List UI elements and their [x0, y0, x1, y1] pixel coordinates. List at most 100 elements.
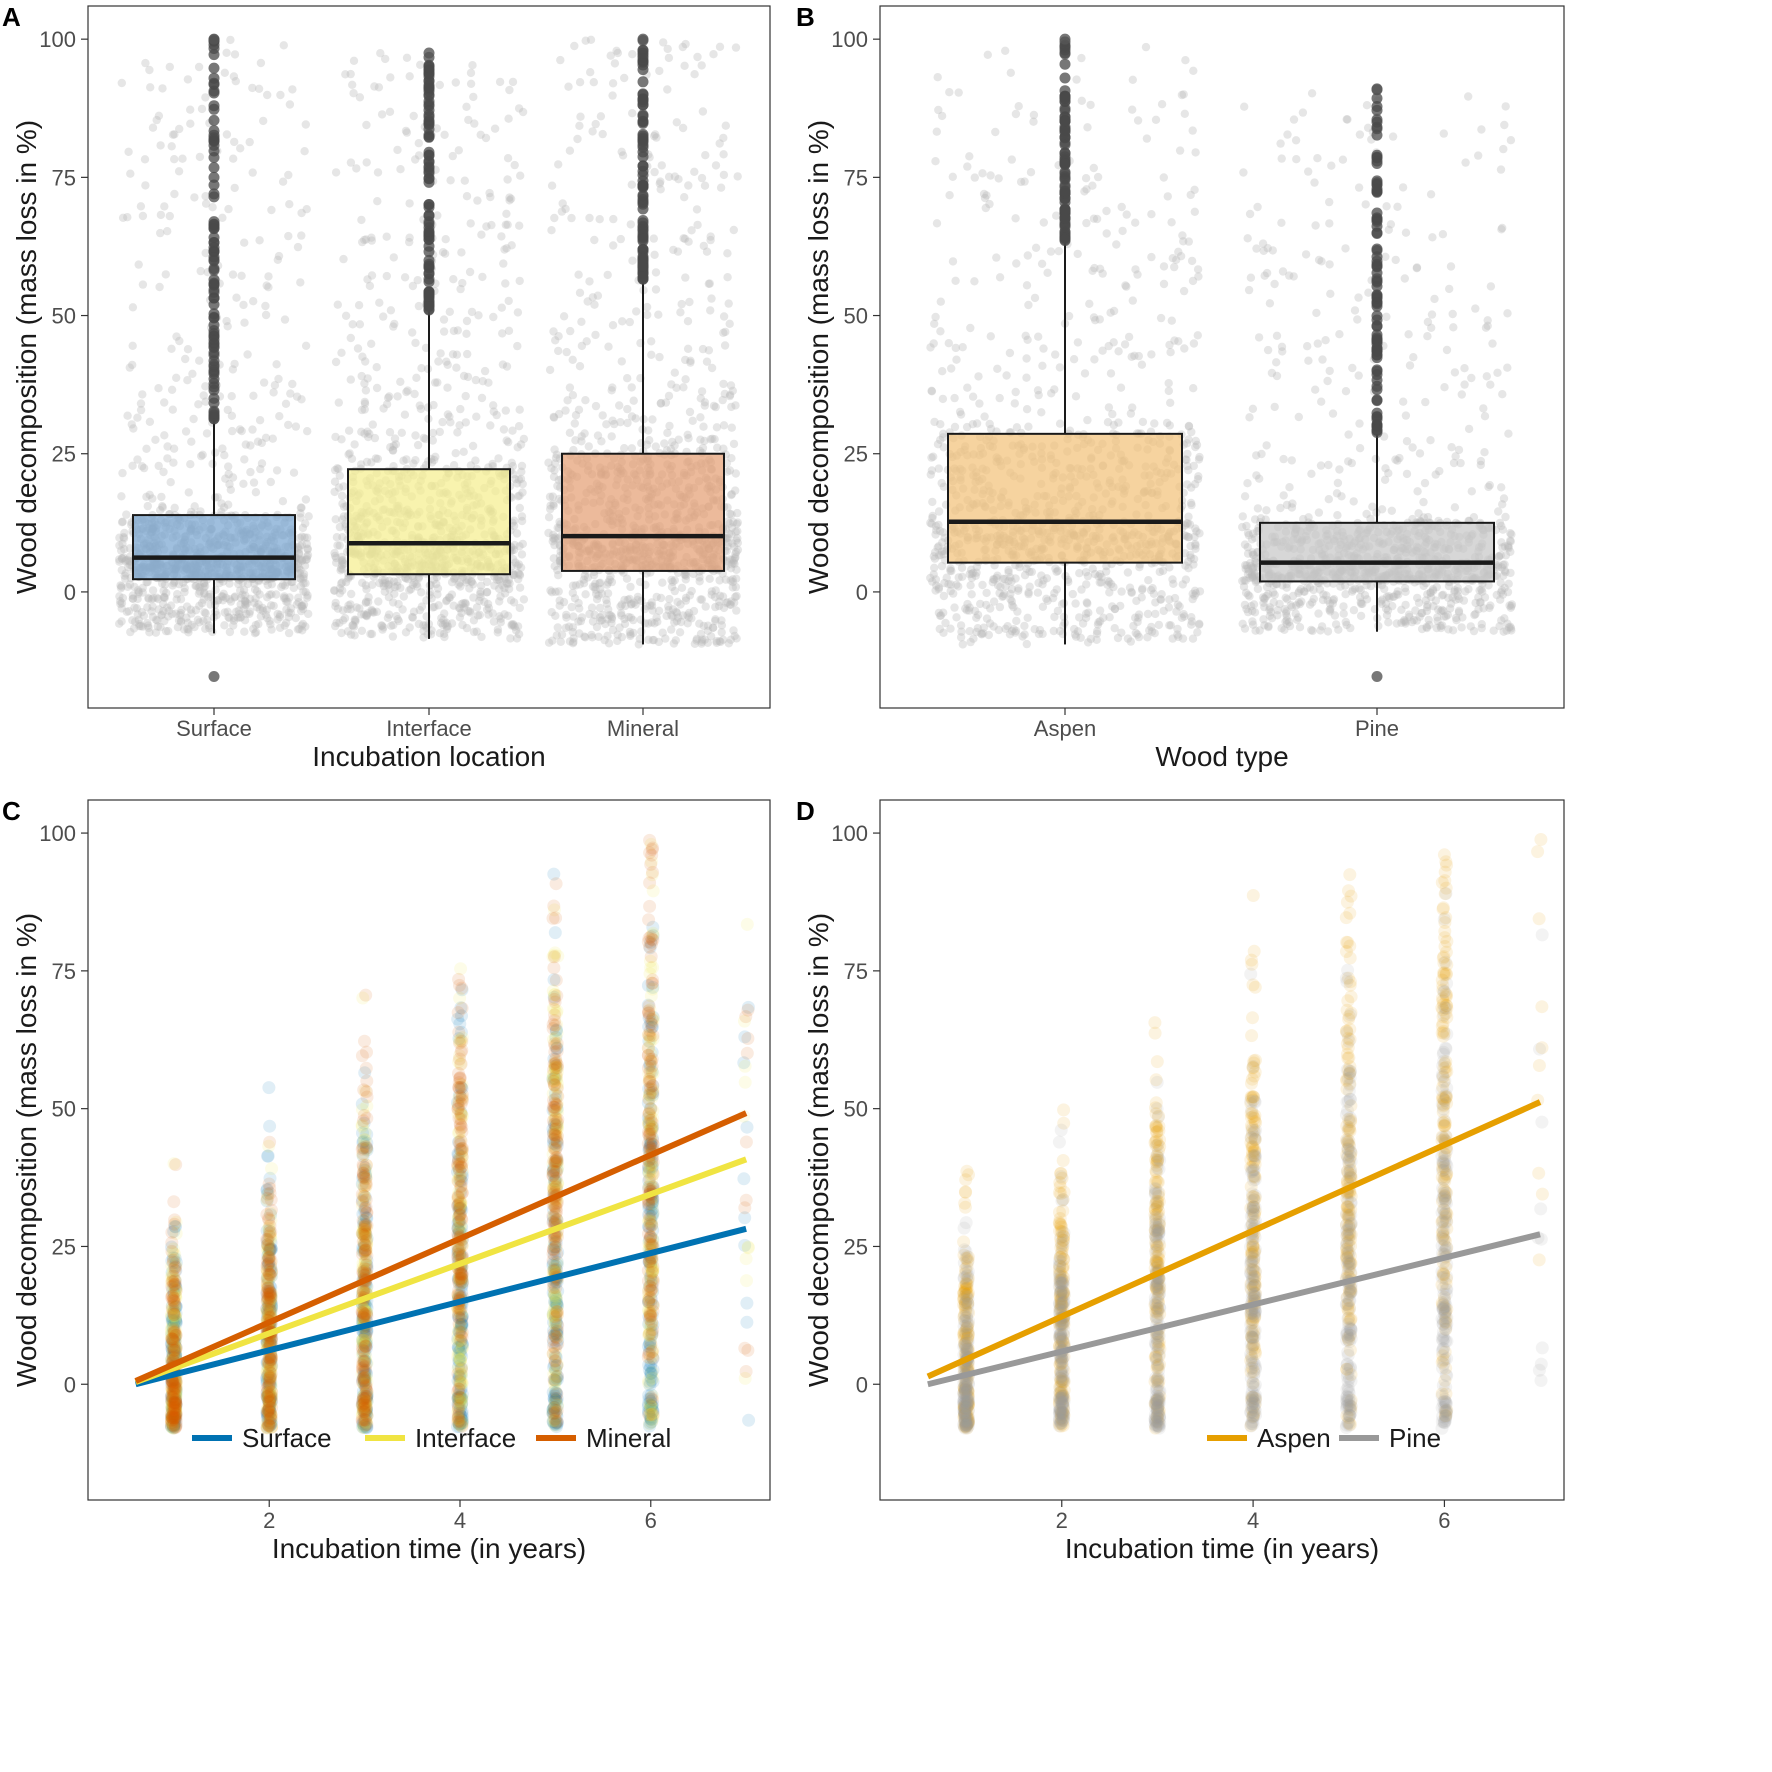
jitter-point: [169, 578, 178, 588]
jitter-point: [337, 628, 346, 638]
jitter-point: [117, 518, 127, 527]
jitter-point: [115, 555, 124, 564]
outlier-point: [423, 240, 435, 252]
jitter-point: [294, 563, 304, 572]
jitter-point: [1004, 565, 1013, 575]
y-tick-label: 100: [831, 27, 868, 52]
jitter-point: [598, 411, 607, 420]
jitter-point: [946, 586, 955, 596]
jitter-point: [362, 120, 371, 130]
jitter-point: [367, 629, 377, 639]
jitter-point: [357, 626, 367, 635]
jitter-point: [1055, 419, 1065, 428]
jitter-point: [138, 390, 147, 399]
jitter-point: [472, 412, 481, 421]
jitter-point: [118, 213, 128, 222]
jitter-point: [732, 634, 741, 643]
jitter-point: [248, 168, 257, 177]
y-tick-label: 25: [52, 442, 76, 467]
jitter-point: [726, 381, 736, 390]
jitter-point: [256, 464, 265, 474]
jitter-point: [267, 625, 276, 634]
jitter-point: [338, 533, 347, 542]
jitter-point: [931, 312, 940, 322]
jitter-point: [180, 584, 189, 593]
jitter-point: [300, 147, 309, 156]
jitter-point: [241, 440, 250, 449]
jitter-point: [958, 572, 967, 581]
jitter-point: [549, 413, 559, 422]
jitter-point: [416, 404, 426, 414]
jitter-point: [683, 344, 693, 353]
jitter-point: [724, 538, 733, 547]
jitter-point: [986, 424, 996, 434]
jitter-point: [1183, 532, 1193, 542]
jitter-point: [1123, 634, 1133, 643]
jitter-point: [699, 621, 708, 631]
jitter-point: [1164, 379, 1173, 388]
jitter-point: [137, 462, 147, 471]
jitter-point: [565, 428, 575, 437]
jitter-point: [724, 299, 733, 308]
jitter-point: [224, 204, 233, 214]
outlier-point: [208, 347, 220, 359]
jitter-point: [286, 389, 295, 398]
outlier-point: [423, 300, 435, 312]
jitter-point: [393, 615, 402, 624]
jitter-point: [417, 588, 426, 597]
jitter-point: [716, 637, 725, 647]
jitter-point: [1071, 392, 1081, 401]
jitter-point: [1170, 262, 1179, 272]
jitter-point: [380, 587, 389, 596]
jitter-point: [547, 181, 557, 190]
jitter-point: [171, 609, 181, 618]
jitter-point: [698, 344, 708, 354]
jitter-point: [1128, 403, 1137, 412]
jitter-point: [223, 322, 232, 331]
jitter-point: [281, 594, 290, 603]
jitter-point: [570, 41, 579, 51]
jitter-point: [288, 85, 297, 94]
jitter-point: [1190, 479, 1200, 489]
jitter-point: [515, 542, 524, 551]
jitter-point: [978, 580, 987, 590]
jitter-point: [1081, 568, 1091, 577]
jitter-point: [929, 452, 938, 461]
jitter-point: [510, 622, 519, 631]
jitter-point: [195, 587, 205, 596]
jitter-point: [297, 208, 306, 218]
jitter-point: [120, 545, 129, 554]
jitter-point: [679, 383, 688, 392]
jitter-point: [1022, 354, 1031, 363]
jitter-point: [156, 506, 165, 515]
jitter-point: [1053, 566, 1063, 575]
outlier-point: [637, 130, 649, 142]
jitter-point: [939, 628, 948, 637]
jitter-point: [939, 482, 948, 491]
jitter-point: [608, 79, 618, 88]
jitter-point: [249, 391, 258, 400]
jitter-point: [642, 302, 652, 312]
jitter-point: [367, 458, 376, 467]
jitter-point: [462, 192, 472, 201]
jitter-point: [194, 62, 204, 72]
jitter-point: [1179, 610, 1188, 619]
jitter-point: [587, 630, 596, 640]
jitter-point: [300, 533, 309, 542]
jitter-point: [289, 468, 299, 477]
jitter-point: [220, 68, 229, 78]
jitter-point: [284, 628, 294, 638]
jitter-point: [699, 241, 708, 251]
jitter-point: [1316, 461, 1326, 470]
jitter-point: [966, 323, 975, 333]
jitter-point: [727, 402, 736, 412]
jitter-point: [513, 492, 523, 501]
jitter-point: [160, 202, 169, 211]
jitter-point: [297, 395, 306, 404]
jitter-point: [143, 621, 153, 630]
jitter-point: [598, 129, 607, 139]
jitter-point: [298, 626, 307, 635]
jitter-point: [117, 554, 127, 563]
jitter-point: [191, 606, 201, 615]
jitter-point: [652, 613, 661, 622]
